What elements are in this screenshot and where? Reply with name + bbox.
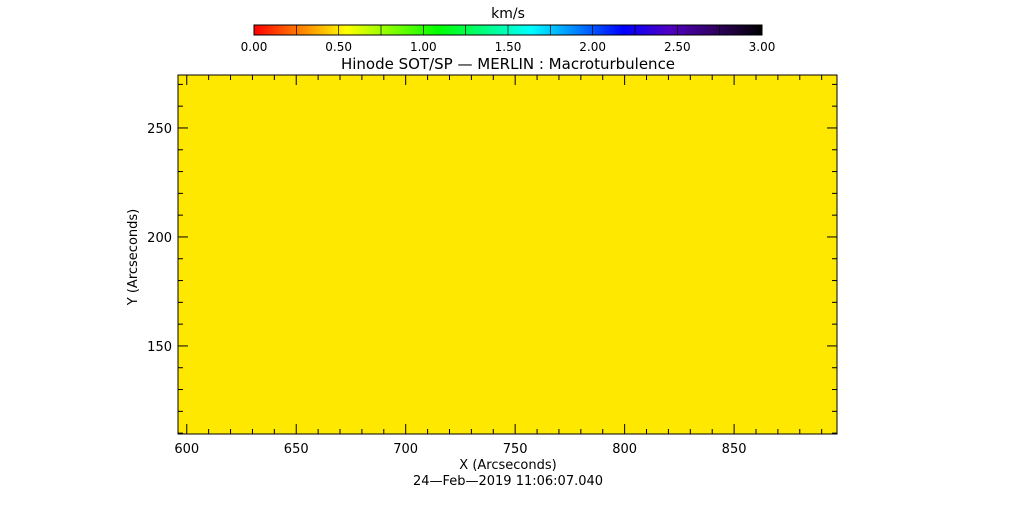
y-tick-label: 250 [147,122,172,137]
x-tick-label: 800 [612,442,637,457]
colorbar-tick-label: 0.00 [241,40,268,54]
colorbar-label: km/s [491,6,525,22]
colorbar-tick-label: 1.50 [495,40,522,54]
y-tick-label: 200 [147,231,172,246]
colorbar-tick-label: 2.50 [664,40,691,54]
x-tick-label: 850 [722,442,747,457]
timestamp: 24—Feb—2019 11:06:07.040 [413,474,603,489]
x-tick-label: 650 [284,442,309,457]
heatmap-fill [177,74,838,435]
colorbar-tick-label: 2.00 [579,40,606,54]
y-axis-label: Y (Arcseconds) [126,209,141,306]
colorbar-tick-label: 0.50 [325,40,352,54]
colorbar-tick-label: 1.00 [410,40,437,54]
y-tick-label: 150 [147,340,172,355]
chart-title: Hinode SOT/SP — MERLIN : Macroturbulence [341,55,675,73]
x-tick-label: 700 [393,442,418,457]
x-tick-label: 600 [174,442,199,457]
x-axis-label: X (Arcseconds) [459,458,556,473]
colorbar-tick-label: 3.00 [749,40,776,54]
x-tick-label: 750 [503,442,528,457]
